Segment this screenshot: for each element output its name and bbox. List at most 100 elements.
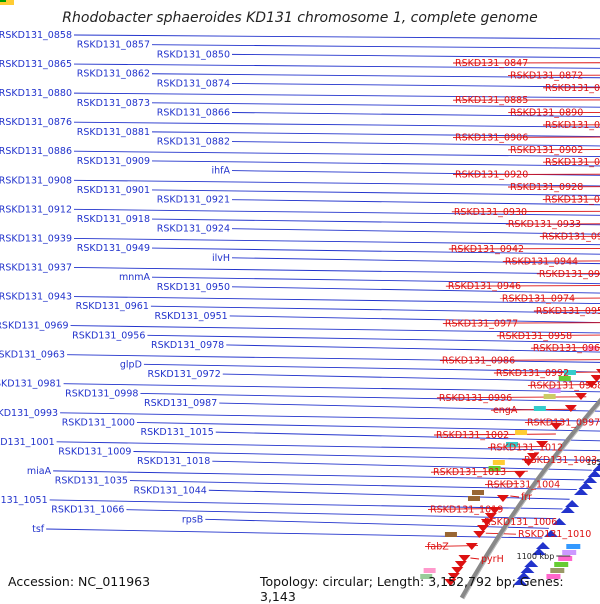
forward-gene-arrow: [578, 482, 593, 489]
cog-block: [472, 490, 485, 495]
gene-label: RSKD131_1044: [134, 485, 207, 496]
cog-block: [546, 574, 561, 579]
gene-label: RSKD131_1006: [484, 517, 557, 528]
reverse-gene-arrow: [574, 393, 587, 400]
gene-label: RSKD131_0873: [77, 98, 150, 109]
cog-block: [423, 568, 436, 573]
reverse-gene-arrow: [496, 495, 509, 502]
reverse-gene-arrow: [527, 453, 540, 460]
label-connector: [73, 121, 600, 128]
reverse-gene-arrow: [484, 513, 497, 520]
backbone-highlight: [463, 403, 600, 600]
label-connector: [73, 267, 600, 275]
label-connector: [231, 82, 600, 88]
gene-label: RSKD131_0954: [536, 306, 600, 317]
gene-label: RSKD131_0969: [0, 321, 69, 332]
gene-label: RSKD131_0946: [448, 281, 521, 292]
gene-label: RSKD131_1015: [141, 427, 214, 438]
gc-mark: [0, 0, 6, 2]
cog-block: [506, 442, 519, 447]
label-connector: [226, 344, 600, 353]
gene-label: RSKD131_0847: [455, 58, 528, 69]
label-connector: [452, 136, 600, 138]
reverse-gene-arrow: [454, 561, 467, 568]
label-connector: [126, 509, 556, 520]
label-connector: [53, 470, 585, 481]
reverse-gene-arrow: [590, 375, 600, 382]
label-connector: [151, 247, 600, 255]
label-connector: [448, 248, 600, 250]
gene-label: RSKD131_0949: [77, 243, 150, 254]
gene-label: RSKD131_1051: [0, 495, 48, 506]
gene-label: RSKD131_0968: [530, 380, 600, 391]
gene-label: RSKD131_1010: [518, 529, 591, 540]
gene-label: RSKD131_1066: [51, 505, 124, 516]
label-connector: [136, 422, 600, 432]
gene-label: RSKD131_0890: [510, 108, 583, 119]
label-connector: [490, 408, 576, 411]
label-connector: [151, 276, 600, 285]
gene-label: RSKD131_0937: [0, 262, 72, 273]
gene-label: RSKD131_0993: [0, 408, 58, 419]
gene-label: RSKD131_0992: [496, 368, 569, 379]
gene-label: RSKD131_0996: [439, 393, 512, 404]
gene-label: RSKD131_1012: [490, 442, 563, 453]
cog-block: [554, 562, 569, 567]
label-connector: [73, 237, 600, 246]
label-connector: [151, 160, 600, 167]
label-connector: [452, 62, 600, 64]
forward-gene-arrow: [532, 548, 547, 555]
reverse-gene-arrow: [444, 579, 457, 586]
gene-label: RSKD131_0960: [539, 269, 600, 280]
cog-block: [444, 532, 457, 537]
label-connector: [524, 421, 566, 424]
label-connector: [229, 315, 600, 324]
gene-label: RSKD131_0950: [157, 282, 230, 293]
gene-label: RSKD131_0921: [157, 195, 230, 206]
gene-label: RSKD131_1003: [524, 455, 597, 466]
cog-block: [558, 376, 571, 381]
label-connector: [73, 92, 600, 99]
gene-label: RSKD131_1018: [137, 456, 210, 467]
gene-label: RSKD131_0998: [65, 388, 138, 399]
gene-label: RSKD131_0918: [77, 214, 150, 225]
gene-label: RSKD131_0938: [545, 194, 600, 205]
gene-label: miaA: [27, 466, 52, 477]
label-connector: [151, 102, 600, 108]
label-connector: [67, 354, 600, 363]
gene-label: RSKD131_0866: [157, 107, 230, 118]
gene-label: RSKD131_0963: [0, 350, 65, 361]
label-connector: [147, 334, 600, 344]
gene-label: RSKD131_1009: [58, 447, 131, 458]
label-connector: [536, 272, 600, 275]
cog-block: [558, 556, 573, 561]
label-connector: [231, 53, 600, 59]
gene-label: engA: [493, 405, 518, 416]
forward-gene-arrow: [524, 560, 539, 567]
label-connector: [215, 431, 600, 442]
label-connector: [499, 297, 600, 300]
reverse-gene-arrow: [522, 459, 535, 466]
label-connector: [439, 359, 600, 362]
forward-gene-arrow: [516, 572, 531, 579]
label-connector: [507, 111, 600, 114]
forward-gene-arrow: [535, 542, 550, 549]
label-connector: [231, 112, 600, 117]
cog-block: [515, 430, 528, 435]
reverse-gene-arrow: [596, 369, 600, 374]
gene-label: RSKD131_1001: [0, 437, 55, 448]
reverse-gene-arrow: [480, 519, 493, 526]
label-connector: [73, 34, 600, 40]
label-connector: [502, 260, 600, 262]
label-connector: [542, 161, 600, 163]
forward-gene-arrow: [560, 506, 575, 513]
label-connector: [542, 198, 600, 200]
gene-label: RSKD131_0943: [0, 292, 72, 303]
gene-feature-tracks: [0, 0, 600, 586]
forward-gene-arrow: [552, 518, 567, 525]
gene-label: RSKD131_0956: [72, 330, 145, 341]
label-connector: [46, 528, 543, 539]
label-connector: [507, 74, 600, 76]
label-connector: [150, 305, 600, 314]
gene-label: RSKD131_0951: [154, 311, 227, 322]
